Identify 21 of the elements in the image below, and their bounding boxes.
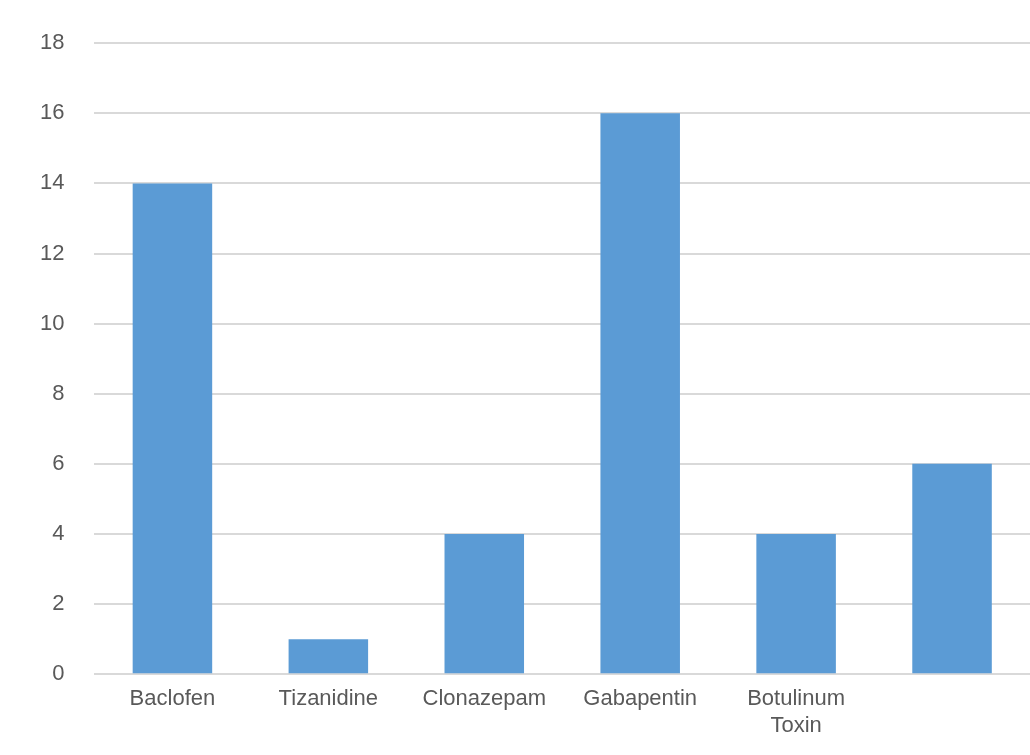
bar [132, 183, 213, 674]
y-tick-label: 16 [39, 99, 65, 125]
y-tick-label: 18 [39, 29, 65, 55]
x-tick-label: Tizanidine [278, 685, 379, 711]
y-tick-label: 6 [52, 449, 65, 475]
y-tick-label: 8 [52, 379, 65, 405]
x-tick-label: Clonazepam [422, 685, 547, 711]
y-tick-label: 2 [52, 590, 65, 616]
bar [444, 533, 525, 674]
x-tick-label: Gabapentin [583, 685, 698, 711]
bar [288, 639, 369, 674]
y-tick-label: 4 [52, 520, 65, 546]
y-tick-label: 0 [52, 660, 65, 686]
bar [912, 463, 992, 674]
y-tick-label: 14 [39, 169, 65, 195]
bar [600, 113, 680, 674]
y-tick-label: 10 [39, 309, 65, 335]
bar [756, 533, 836, 674]
x-tick-label: Botulinum Toxin [747, 685, 846, 737]
x-tick-label: Baclofen [129, 685, 216, 711]
y-tick-label: 12 [39, 239, 65, 265]
